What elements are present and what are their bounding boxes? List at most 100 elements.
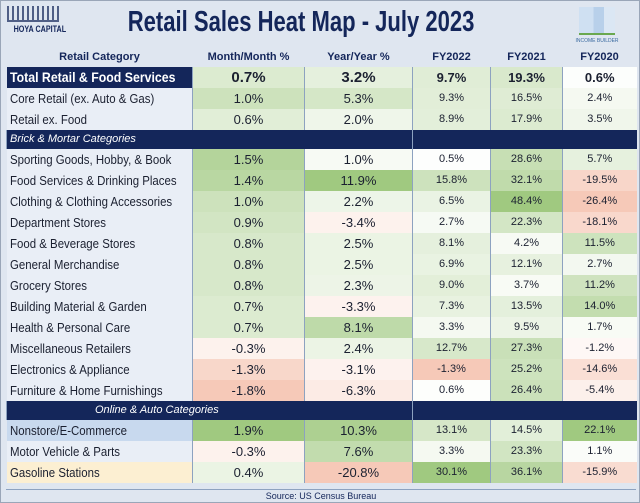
section-label: Brick & Mortar Categories — [6, 130, 413, 149]
heat-cell: 23.3% — [490, 441, 563, 462]
heat-cell: 0.8% — [192, 275, 305, 296]
heat-cell: 3.3% — [412, 441, 491, 462]
category-cell: Motor Vehicle & Parts — [6, 441, 193, 462]
heat-cell: 2.0% — [304, 109, 413, 130]
heat-cell: 2.2% — [304, 191, 413, 212]
heat-cell: -0.3% — [192, 441, 305, 462]
heat-cell: 8.1% — [304, 317, 413, 338]
table-row: Sporting Goods, Hobby, & Book 1.5% 1.0% 0.5… — [6, 149, 637, 170]
category-label: Health & Personal Care — [9, 320, 130, 335]
heat-cell: -19.5% — [562, 170, 637, 191]
heat-cell: 6.5% — [412, 191, 491, 212]
heat-cell: 36.1% — [490, 462, 563, 483]
category-label: Motor Vehicle & Parts — [9, 444, 120, 459]
category-cell: Gasoline Stations — [6, 462, 193, 483]
heat-cell: 1.4% — [192, 170, 305, 191]
heat-cell: -6.3% — [304, 380, 413, 401]
category-cell: Miscellaneous Retailers — [6, 338, 193, 359]
category-cell: Sporting Goods, Hobby, & Book — [6, 149, 193, 170]
heat-cell: -14.6% — [562, 359, 637, 380]
heat-cell: 12.1% — [490, 254, 563, 275]
heat-cell: 3.2% — [304, 67, 413, 88]
heat-cell: 9.7% — [412, 67, 491, 88]
table-row: Health & Personal Care 0.7% 8.1% 3.3% 9.5% 1.… — [6, 317, 637, 338]
heat-cell: 10.3% — [304, 420, 413, 441]
heat-cell: 2.4% — [562, 88, 637, 109]
heat-cell: -3.1% — [304, 359, 413, 380]
table-row: Building Material & Garden 0.7% -3.3% 7.3% 1… — [6, 296, 637, 317]
table-row: Furniture & Home Furnishings -1.8% -6.3% 0.… — [6, 380, 637, 401]
category-label: Retail ex. Food — [9, 112, 87, 127]
heat-cell: 1.9% — [192, 420, 305, 441]
heat-cell: 11.5% — [562, 233, 637, 254]
heat-cell: -5.4% — [562, 380, 637, 401]
heat-cell: 1.1% — [562, 441, 637, 462]
heat-cell: 17.9% — [490, 109, 563, 130]
heat-cell: -15.9% — [562, 462, 637, 483]
category-label: Total Retail & Food Services — [9, 69, 175, 85]
column-header: Year/Year % — [327, 51, 390, 63]
category-cell: Total Retail & Food Services — [6, 67, 193, 88]
table-row: Retail ex. Food 0.6% 2.0% 8.9% 17.9% 3.5% — [6, 109, 637, 130]
heat-cell: 22.1% — [562, 420, 637, 441]
heat-cell: 0.6% — [412, 380, 491, 401]
heat-cell: 0.8% — [192, 233, 305, 254]
heat-cell: 48.4% — [490, 191, 563, 212]
category-cell: Furniture & Home Furnishings — [6, 380, 193, 401]
column-header: FY2021 — [507, 51, 546, 63]
source-note: Source: US Census Bureau — [6, 489, 636, 502]
heat-cell: 11.2% — [562, 275, 637, 296]
heat-cell: 1.0% — [192, 191, 305, 212]
section-filler — [412, 401, 637, 420]
heat-cell: -3.4% — [304, 212, 413, 233]
category-label: Miscellaneous Retailers — [9, 341, 131, 356]
heat-cell: 4.2% — [490, 233, 563, 254]
heat-cell: -1.3% — [412, 359, 491, 380]
category-cell: Department Stores — [6, 212, 193, 233]
heat-cell: 30.1% — [412, 462, 491, 483]
heat-cell: 13.5% — [490, 296, 563, 317]
category-label: Electronics & Appliance — [9, 362, 130, 377]
heat-cell: 1.0% — [192, 88, 305, 109]
heat-cell: 14.5% — [490, 420, 563, 441]
heat-cell: 11.9% — [304, 170, 413, 191]
heat-cell: 2.7% — [412, 212, 491, 233]
heat-cell: 1.0% — [304, 149, 413, 170]
heat-cell: -3.3% — [304, 296, 413, 317]
heat-cell: -18.1% — [562, 212, 637, 233]
section-filler — [412, 130, 637, 149]
table-row: Department Stores 0.9% -3.4% 2.7% 22.3% -18.1… — [6, 212, 637, 233]
category-label: Sporting Goods, Hobby, & Book — [9, 152, 171, 167]
category-cell: Core Retail (ex. Auto & Gas) — [6, 88, 193, 109]
category-label: General Merchandise — [9, 257, 119, 272]
column-header: Retail Category — [59, 51, 140, 63]
heat-cell: 2.7% — [562, 254, 637, 275]
heat-cell: 7.6% — [304, 441, 413, 462]
table-row: Food & Beverage Stores 0.8% 2.5% 8.1% 4.2% 11… — [6, 233, 637, 254]
table-row: Nonstore/E-Commerce 1.9% 10.3% 13.1% 14.5% 22… — [6, 420, 637, 441]
category-label: Food Services & Drinking Places — [9, 173, 177, 188]
heat-cell: 15.8% — [412, 170, 491, 191]
category-label: Gasoline Stations — [9, 465, 100, 480]
heat-cell: 2.5% — [304, 254, 413, 275]
table-row: Miscellaneous Retailers -0.3% 2.4% 12.7% 27.… — [6, 338, 637, 359]
category-cell: Food & Beverage Stores — [6, 233, 193, 254]
table-row: Food Services & Drinking Places 1.4% 11.9%… — [6, 170, 637, 191]
heat-cell: 8.1% — [412, 233, 491, 254]
heat-cell: 2.3% — [304, 275, 413, 296]
heat-cell: 13.1% — [412, 420, 491, 441]
column-header: FY2022 — [432, 51, 471, 63]
heat-cell: -1.2% — [562, 338, 637, 359]
heat-cell: 5.7% — [562, 149, 637, 170]
column-header: Month/Month % — [207, 51, 290, 63]
category-cell: Grocery Stores — [6, 275, 193, 296]
heat-map-table: Retail Category Month/Month % Year/Year % F… — [6, 47, 637, 483]
category-label: Grocery Stores — [9, 278, 87, 293]
heat-cell: 8.9% — [412, 109, 491, 130]
heat-cell: 2.4% — [304, 338, 413, 359]
category-label: Food & Beverage Stores — [9, 236, 135, 251]
section-label: Online & Auto Categories — [6, 401, 413, 420]
chart-title: Retail Sales Heat Map - July 2023 — [127, 6, 475, 38]
category-label: Department Stores — [9, 215, 106, 230]
